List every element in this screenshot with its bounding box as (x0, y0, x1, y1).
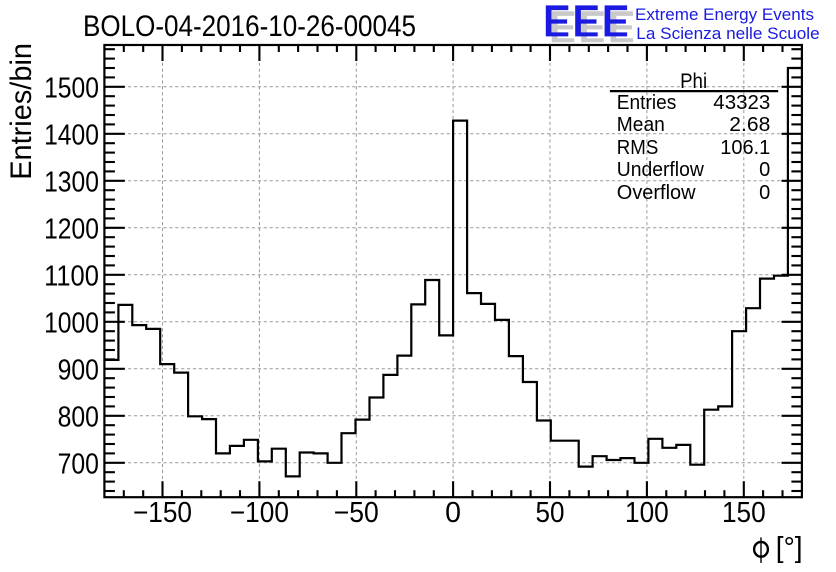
svg-text:RMS: RMS (617, 137, 659, 159)
svg-text:0: 0 (445, 497, 461, 529)
svg-text:2.68: 2.68 (729, 114, 770, 136)
svg-text:−150: −150 (133, 497, 192, 529)
svg-text:900: 900 (58, 355, 99, 387)
svg-text:700: 700 (58, 449, 99, 481)
svg-text:Phi: Phi (680, 70, 707, 93)
svg-text:50: 50 (536, 497, 565, 529)
svg-text:BOLO-04-2016-10-26-00045: BOLO-04-2016-10-26-00045 (83, 10, 416, 43)
svg-text:0: 0 (759, 182, 770, 204)
svg-text:43323: 43323 (713, 92, 770, 114)
svg-text:−50: −50 (334, 497, 379, 529)
svg-text:0: 0 (759, 159, 770, 181)
svg-text:Mean: Mean (617, 114, 665, 136)
svg-text:106.1: 106.1 (720, 137, 770, 159)
svg-text:La Scienza nelle Scuole: La Scienza nelle Scuole (636, 24, 819, 43)
svg-text:1300: 1300 (44, 167, 99, 199)
svg-text:1500: 1500 (44, 73, 99, 105)
svg-text:Overflow: Overflow (617, 182, 696, 204)
svg-text:800: 800 (58, 402, 99, 434)
svg-text:Entries/bin: Entries/bin (5, 43, 38, 180)
svg-text:1100: 1100 (44, 261, 99, 293)
svg-text:−100: −100 (230, 497, 289, 529)
svg-text:1400: 1400 (44, 120, 99, 152)
svg-text:Entries: Entries (617, 92, 677, 114)
svg-text:[°]: [°] (776, 532, 803, 564)
svg-text:1000: 1000 (44, 308, 99, 340)
svg-text:Underflow: Underflow (617, 159, 705, 181)
svg-text:Extreme Energy Events: Extreme Energy Events (635, 5, 814, 24)
svg-text:100: 100 (625, 497, 669, 529)
svg-text:150: 150 (722, 497, 766, 529)
svg-text:1200: 1200 (44, 214, 99, 246)
